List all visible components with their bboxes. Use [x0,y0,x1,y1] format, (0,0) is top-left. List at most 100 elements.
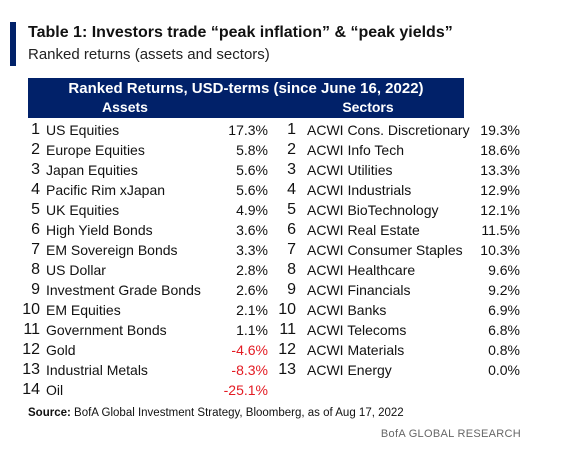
asset-rank: 10 [22,301,40,318]
title-accent-bar [10,22,16,66]
sector-return: 18.6% [480,142,520,158]
sector-name: ACWI Telecoms [307,322,407,338]
brand-footer: BofA GLOBAL RESEARCH [380,428,521,440]
sector-rank: 4 [287,181,296,198]
asset-name: High Yield Bonds [46,222,153,238]
sector-return: 12.9% [480,182,520,198]
asset-row: 6 High Yield Bonds 3.6% [28,221,268,241]
asset-return: 3.3% [236,242,268,258]
sector-row: 2 ACWI Info Tech 18.6% [282,141,520,161]
asset-name: EM Equities [46,302,121,318]
sector-row: 3 ACWI Utilities 13.3% [282,161,520,181]
sector-return: 12.1% [480,202,520,218]
sector-name: ACWI Financials [307,282,411,298]
asset-return: 2.8% [236,262,268,278]
sector-rank: 3 [287,161,296,178]
sector-rank: 8 [287,261,296,278]
asset-row: 4 Pacific Rim xJapan 5.6% [28,181,268,201]
asset-name: Gold [46,342,76,358]
sector-return: 13.3% [480,162,520,178]
asset-rank: 9 [31,281,40,298]
asset-row: 2 Europe Equities 5.8% [28,141,268,161]
sector-rank: 12 [278,341,296,358]
sector-row: 5 ACWI BioTechnology 12.1% [282,201,520,221]
asset-rank: 13 [22,361,40,378]
asset-name: Government Bonds [46,322,167,338]
asset-return: 5.8% [236,142,268,158]
sector-rank: 7 [287,241,296,258]
sector-name: ACWI Healthcare [307,262,416,278]
sector-rank: 13 [278,361,296,378]
assets-column-header: Assets [102,99,148,115]
asset-name: Pacific Rim xJapan [46,182,166,198]
sector-rank: 5 [287,201,296,218]
asset-rank: 1 [31,121,40,138]
asset-row: 8 US Dollar 2.8% [28,261,268,281]
asset-name: Europe Equities [46,142,145,158]
sector-return: 0.8% [488,342,520,358]
sector-row: 8 ACWI Healthcare 9.6% [282,261,520,281]
sector-return: 6.8% [488,322,520,338]
sector-row: 11 ACWI Telecoms 6.8% [279,321,520,341]
sector-return: 19.3% [480,122,520,138]
asset-return: 3.6% [236,222,268,238]
asset-rank: 6 [31,221,40,238]
asset-rank: 3 [31,161,40,178]
sector-name: ACWI Utilities [307,162,393,178]
asset-rank: 8 [31,261,40,278]
asset-name: Oil [46,382,64,398]
sector-rank: 6 [287,221,296,238]
asset-return: -4.6% [231,342,268,358]
sector-name: ACWI Info Tech [307,142,405,158]
asset-row: 3 Japan Equities 5.6% [28,161,268,181]
asset-row: 1 US Equities 17.3% [28,121,268,141]
assets-list: 1 US Equities 17.3% 2 Europe Equities 5.8% 3 Ja… [22,121,268,401]
sector-return: 10.3% [480,242,520,258]
sector-name: ACWI Cons. Discretionary [307,122,470,138]
asset-name: UK Equities [46,202,120,218]
asset-row: 7 EM Sovereign Bonds 3.3% [28,241,268,261]
sector-name: ACWI Consumer Staples [307,242,463,258]
asset-return: 17.3% [228,122,268,138]
asset-name: Industrial Metals [46,362,148,378]
asset-rank: 14 [22,381,40,398]
asset-row: 9 Investment Grade Bonds 2.6% [28,281,268,301]
sector-row: 1 ACWI Cons. Discretionary 19.3% [282,121,520,141]
sector-rank: 2 [287,141,296,158]
asset-rank: 2 [31,141,40,158]
sector-return: 9.2% [488,282,520,298]
sector-rank: 1 [287,121,296,138]
asset-return: -25.1% [223,382,268,398]
source-text: BofA Global Investment Strategy, Bloombe… [74,407,404,419]
asset-rank: 4 [31,181,40,198]
sectors-column-header: Sectors [342,99,394,115]
sector-row: 10 ACWI Banks 6.9% [278,301,520,321]
asset-return: -8.3% [231,362,268,378]
sector-row: 9 ACWI Financials 9.2% [282,281,520,301]
sector-name: ACWI Materials [307,342,405,358]
sector-rank: 11 [279,321,296,338]
asset-name: US Dollar [46,262,106,278]
sector-row: 12 ACWI Materials 0.8% [278,341,520,361]
asset-row: 12 Gold -4.6% [22,341,268,361]
asset-row: 5 UK Equities 4.9% [28,201,268,221]
sector-return: 11.5% [481,222,520,238]
asset-row: 10 EM Equities 2.1% [22,301,268,321]
table-banner: Ranked Returns, USD-terms (since June 16… [68,80,424,97]
page-title: Table 1: Investors trade “peak inflation… [28,24,453,41]
sector-name: ACWI Banks [307,302,387,318]
sector-name: ACWI Industrials [307,182,412,198]
asset-rank: 5 [31,201,40,218]
sector-rank: 9 [287,281,296,298]
sector-return: 0.0% [488,362,520,378]
asset-return: 2.6% [236,282,268,298]
sector-row: 7 ACWI Consumer Staples 10.3% [282,241,520,261]
asset-return: 1.1% [236,322,268,338]
sectors-list: 1 ACWI Cons. Discretionary 19.3% 2 ACWI Info… [278,121,520,381]
asset-name: Investment Grade Bonds [46,282,201,298]
asset-name: EM Sovereign Bonds [46,242,178,258]
sector-row: 13 ACWI Energy 0.0% [278,361,520,381]
asset-return: 5.6% [236,162,268,178]
sector-name: ACWI Real Estate [307,222,420,238]
asset-row: 14 Oil -25.1% [22,381,268,401]
